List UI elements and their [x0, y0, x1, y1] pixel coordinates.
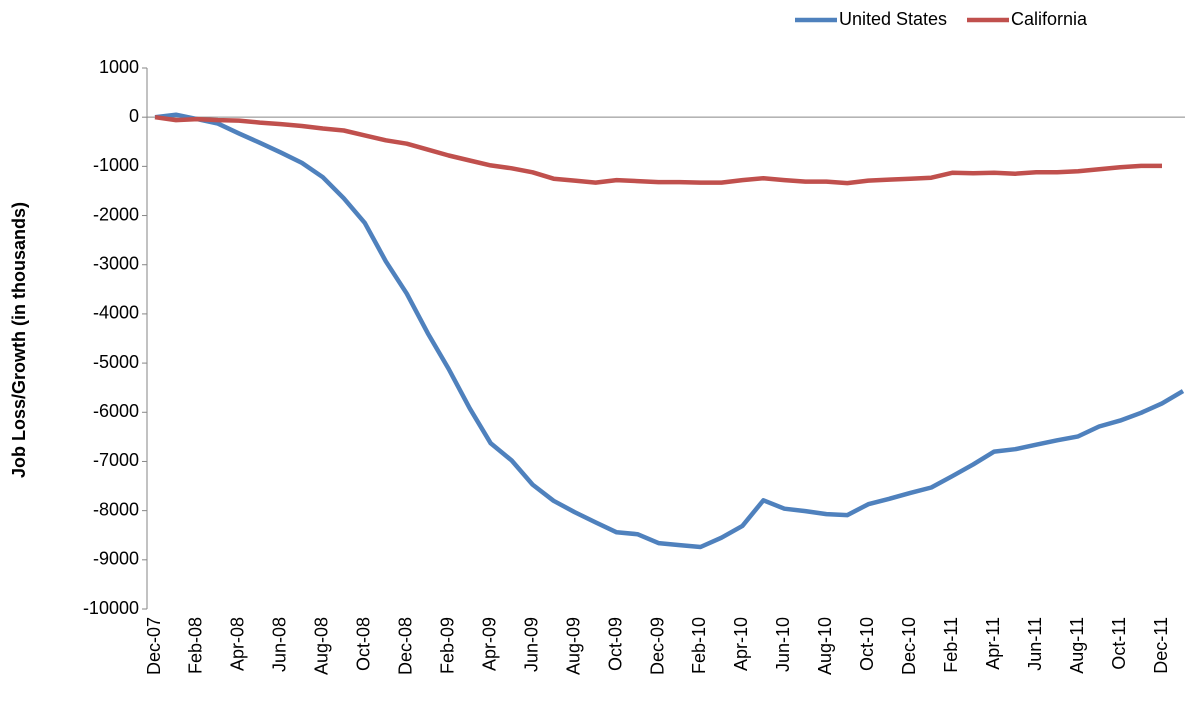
y-tick-label: -8000 [93, 499, 139, 519]
x-tick-label: Feb-11 [941, 617, 961, 673]
x-tick-label: Dec-09 [647, 617, 667, 675]
x-tick-label: Aug-11 [1067, 617, 1087, 674]
x-tick-label: Apr-08 [228, 617, 248, 671]
y-tick-label: 1000 [99, 57, 139, 77]
x-tick-label: Dec-10 [899, 617, 919, 675]
x-tick-label: Oct-10 [857, 617, 877, 671]
y-tick-label: -4000 [93, 303, 139, 323]
y-tick-label: 0 [129, 106, 139, 126]
y-tick-label: -6000 [93, 401, 139, 421]
y-tick-label: -5000 [93, 352, 139, 372]
x-tick-label: Jun-09 [521, 617, 541, 672]
y-axis-title: Job Loss/Growth (in thousands) [9, 202, 29, 478]
series-line [154, 112, 1185, 550]
y-tick-label: -3000 [93, 253, 139, 273]
x-tick-label: Jun-11 [1025, 617, 1045, 671]
series-line [154, 114, 1162, 186]
legend-label: California [1011, 9, 1088, 29]
y-tick-label: -9000 [93, 549, 139, 569]
x-tick-label: Feb-09 [437, 617, 457, 674]
x-tick-label: Feb-10 [689, 617, 709, 674]
x-tick-label: Jun-10 [773, 617, 793, 672]
x-tick-label: Apr-10 [731, 617, 751, 671]
y-tick-label: -1000 [93, 155, 139, 175]
x-tick-label: Feb-08 [186, 617, 206, 674]
x-tick-label: Dec-07 [144, 617, 164, 675]
x-tick-label: Aug-08 [312, 617, 332, 675]
x-tick-label: Oct-08 [354, 617, 374, 671]
x-tick-label: Oct-09 [605, 617, 625, 671]
y-tick-label: -2000 [93, 204, 139, 224]
legend-label: United States [839, 9, 947, 29]
y-tick-label: -10000 [83, 598, 139, 618]
y-tick-label: -7000 [93, 450, 139, 470]
x-tick-label: Apr-11 [983, 617, 1003, 670]
x-tick-label: Apr-09 [479, 617, 499, 671]
x-tick-label: Oct-11 [1109, 617, 1129, 670]
x-tick-label: Jun-08 [270, 617, 290, 672]
x-tick-label: Dec-08 [396, 617, 416, 675]
x-tick-label: Aug-10 [815, 617, 835, 675]
x-tick-label: Dec-11 [1151, 617, 1171, 674]
x-tick-label: Aug-09 [563, 617, 583, 675]
